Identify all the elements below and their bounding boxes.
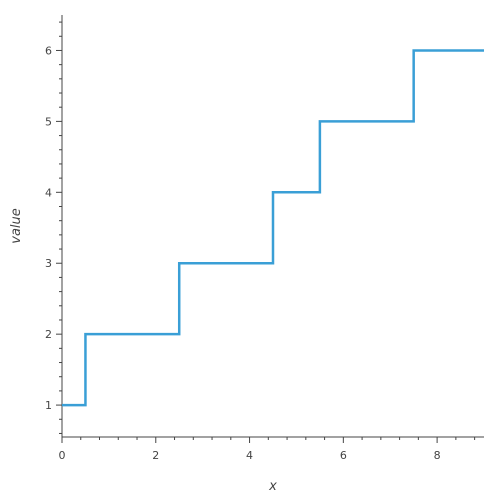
y-axis-ticks: 1 2 3 4 5 6 xyxy=(45,21,62,434)
x-tick-label: 0 xyxy=(59,449,66,462)
y-tick-label: 6 xyxy=(45,44,52,57)
y-tick-label: 1 xyxy=(45,399,52,412)
y-tick-label: 4 xyxy=(45,186,52,199)
plot-frame xyxy=(61,15,484,438)
y-axis-label: value xyxy=(9,208,24,244)
x-tick-label: 6 xyxy=(340,449,347,462)
y-tick-label: 5 xyxy=(45,115,52,128)
x-axis-label: x xyxy=(268,479,277,494)
series-layer xyxy=(62,49,484,407)
x-tick-label: 2 xyxy=(152,449,159,462)
y-tick-label: 3 xyxy=(45,257,52,270)
x-tick-label: 4 xyxy=(246,449,253,462)
x-tick-label: 8 xyxy=(434,449,441,462)
step-series-line xyxy=(62,49,484,407)
x-axis-ticks: 0 2 4 6 8 xyxy=(59,437,476,462)
y-tick-label: 2 xyxy=(45,328,52,341)
